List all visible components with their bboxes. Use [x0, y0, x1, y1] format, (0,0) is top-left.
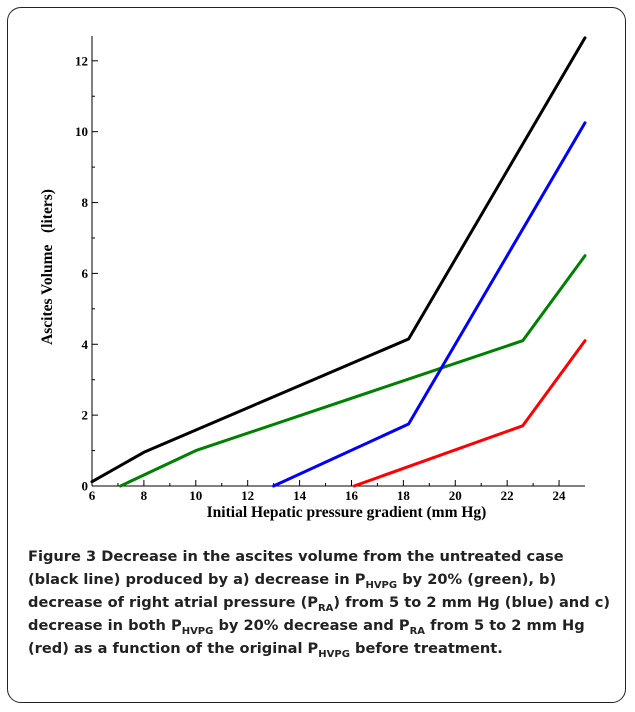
- series-line-2: [272, 121, 587, 488]
- chart-series: [90, 36, 587, 488]
- x-tick-label: 6: [89, 488, 96, 503]
- y-tick-label: 0: [82, 479, 89, 494]
- x-tick-label: 8: [141, 488, 148, 503]
- y-axis-label: Ascites Volume (liters): [39, 189, 56, 345]
- x-tick-label: 20: [449, 488, 462, 503]
- x-axis-label: Initial Hepatic pressure gradient (mm Hg…: [207, 504, 487, 521]
- figure-frame: [7, 7, 626, 703]
- y-tick-label: 6: [82, 266, 89, 281]
- series-line-3: [352, 339, 587, 488]
- x-tick-label: 10: [189, 488, 202, 503]
- figure-label: Figure 3: [28, 548, 97, 565]
- x-tick-label: 12: [241, 488, 254, 503]
- x-tick-label: 24: [553, 488, 567, 503]
- y-tick-label: 4: [82, 337, 89, 352]
- figure-caption: Figure 3 Decrease in the ascites volume …: [28, 545, 613, 660]
- y-tick-label: 10: [75, 124, 88, 139]
- x-tick-label: 18: [397, 488, 411, 503]
- series-line-1: [119, 254, 587, 488]
- y-tick-label: 12: [75, 53, 88, 68]
- x-tick-label: 22: [501, 488, 514, 503]
- y-tick-label: 2: [82, 408, 89, 423]
- caption-text: Decrease in the ascites volume from the …: [28, 548, 611, 660]
- x-tick-label: 16: [345, 488, 359, 503]
- x-tick-label: 14: [293, 488, 307, 503]
- series-line-0: [90, 36, 587, 484]
- chart-axes: [91, 36, 585, 487]
- y-tick-label: 8: [82, 195, 89, 210]
